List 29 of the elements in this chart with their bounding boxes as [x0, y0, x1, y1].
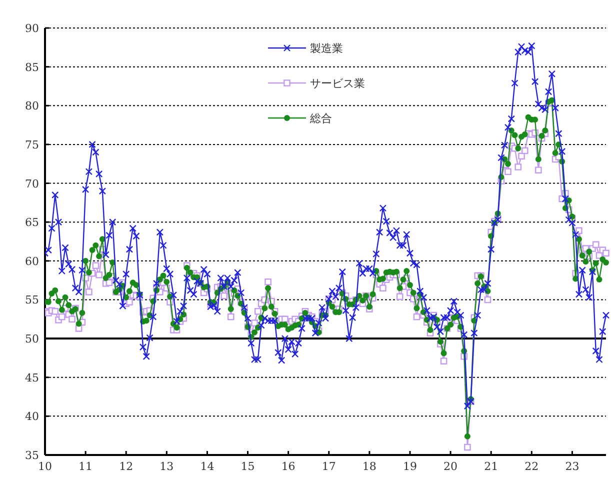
- x-tick-label: 18: [362, 460, 376, 473]
- legend-label: 製造業: [310, 42, 343, 55]
- y-tick-label: 50: [25, 332, 39, 346]
- y-tick-label: 40: [25, 410, 39, 424]
- legend-label: 総合: [309, 112, 332, 125]
- x-tick-label: 21: [484, 460, 498, 473]
- y-tick-label: 55: [25, 294, 39, 307]
- y-tick-label: 75: [25, 138, 39, 152]
- x-tick-label: 11: [78, 460, 93, 473]
- legend-label: サービス業: [310, 77, 365, 90]
- x-tick-label: 14: [200, 460, 214, 473]
- x-tick-label: 13: [160, 460, 174, 473]
- y-tick-label: 45: [25, 371, 39, 384]
- y-tick-label: 80: [25, 100, 39, 113]
- y-tick-label: 85: [25, 60, 39, 74]
- x-tick-label: 12: [119, 460, 134, 473]
- x-tick-label: 19: [402, 460, 417, 473]
- y-tick-label: 65: [25, 216, 39, 230]
- x-tick-label: 23: [565, 460, 580, 473]
- y-tick-label: 35: [25, 449, 39, 462]
- y-tick-label: 60: [25, 254, 39, 268]
- y-tick-label: 90: [25, 22, 39, 35]
- x-tick-label: 15: [240, 460, 255, 473]
- x-tick-label: 10: [38, 460, 52, 473]
- x-tick-label: 16: [281, 460, 296, 473]
- x-tick-label: 20: [444, 460, 458, 473]
- y-tick-label: 70: [25, 177, 39, 190]
- x-tick-label: 17: [322, 460, 336, 473]
- x-tick-label: 22: [524, 460, 539, 473]
